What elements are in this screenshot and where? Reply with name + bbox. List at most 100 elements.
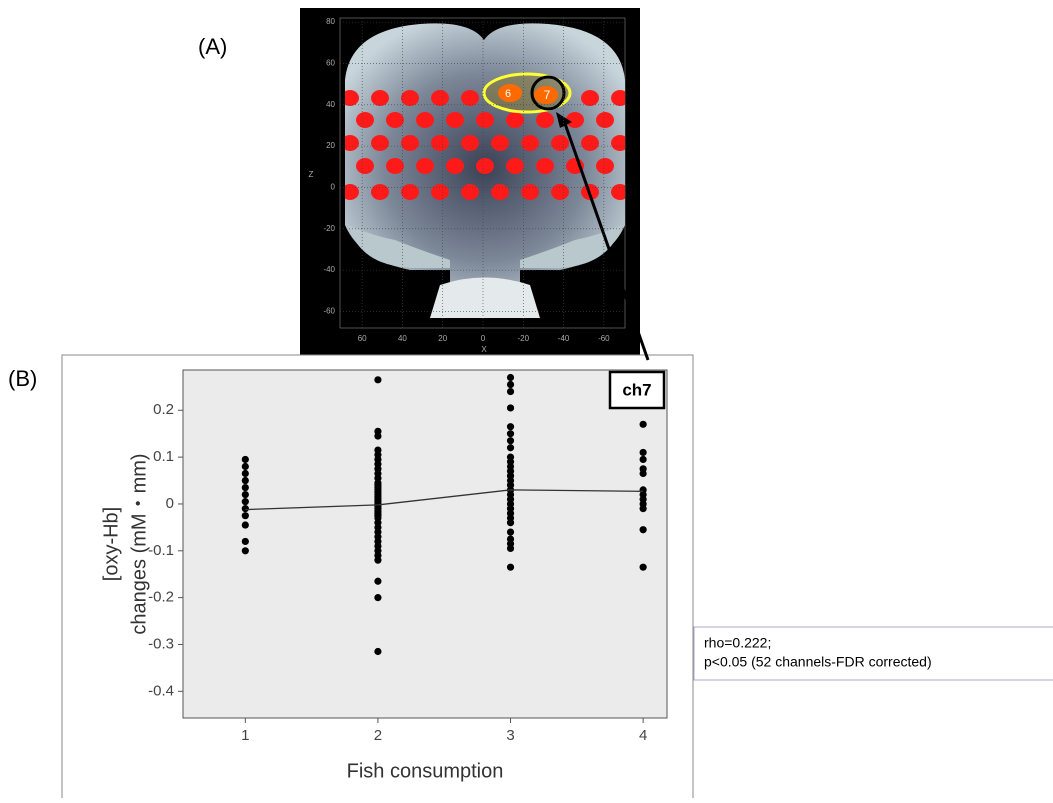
point [242,463,249,470]
brain-x-label: X [481,345,487,354]
annotation: p<0.05 (52 channels-FDR corrected) [704,654,932,670]
channel-dot [446,158,464,174]
panel-label: (B) [8,366,37,391]
chart-title: ch7 [622,380,651,399]
channel-dot [551,184,569,200]
y-tick-label: -0.1 [148,542,174,559]
channel-dot [581,135,599,151]
channel-dot [371,184,389,200]
point [242,470,249,477]
point [507,423,514,430]
brain-x-tick-label: -40 [558,334,570,343]
point [242,477,249,484]
brain-x-tick-label: 40 [398,334,407,343]
channel-dot [581,90,599,106]
channel-dot [431,90,449,106]
brain-z-tick-label: 20 [326,141,335,150]
channel-dot [536,158,554,174]
channel-dot [536,112,554,128]
channel-dot [491,184,509,200]
channel-dot [551,135,569,151]
point [640,421,647,428]
point [640,564,647,571]
point [640,505,647,512]
brain-z-tick-label: 40 [326,100,335,109]
channel-dot [431,184,449,200]
x-axis-label: Fish consumption [347,760,504,782]
point [507,545,514,552]
channel-dot [596,158,614,174]
brain-x-tick-label: -60 [598,334,610,343]
brain-x-tick-label: 20 [438,334,447,343]
point [242,484,249,491]
brain-x-tick-label: 0 [481,334,486,343]
point [507,564,514,571]
brain-z-tick-label: 60 [326,59,335,68]
channel-dot [386,158,404,174]
y-tick-label: -0.4 [148,682,174,699]
point [242,491,249,498]
brain-z-tick-label: 80 [326,17,335,26]
channel-dot [476,158,494,174]
channel-dot [371,135,389,151]
channel-dot [401,184,419,200]
point [374,432,381,439]
channel-dot [446,112,464,128]
point [374,648,381,655]
point [242,538,249,545]
channel-dot [461,184,479,200]
x-tick-label: 3 [506,727,514,744]
x-tick-label: 2 [374,727,382,744]
channel-dot [356,112,374,128]
panel-label: (A) [198,34,227,59]
channel-dot [506,158,524,174]
brain-x-tick-label: -20 [518,334,530,343]
point [640,470,647,477]
point [507,381,514,388]
brain-z-tick-label: 0 [331,183,336,192]
y-tick-label: 0 [166,495,174,512]
figure: (A) (B) 6 7 X Z 0.20.10-0.1-0.2-0.3-0.41… [0,0,1053,798]
channel-dot [386,112,404,128]
point [374,594,381,601]
channel-dot [461,135,479,151]
channel-dot [416,112,434,128]
point [242,521,249,528]
channel-dot [356,158,374,174]
brain-z-tick-label: -20 [323,224,335,233]
channel-dot [596,112,614,128]
brain-z-tick-label: -40 [323,265,335,274]
point [507,437,514,444]
channel-label: 7 [544,88,551,102]
point [507,374,514,381]
channel-label: 6 [505,88,511,100]
point [507,388,514,395]
point [242,547,249,554]
channel-dot [431,135,449,151]
point [242,456,249,463]
point [640,526,647,533]
point [242,498,249,505]
point [507,519,514,526]
y-tick-label: 0.1 [153,448,174,465]
channel-dot [401,90,419,106]
channel-dot [521,184,539,200]
x-tick-label: 1 [241,727,249,744]
plot-area [183,370,667,718]
point [374,578,381,585]
channel-dot [401,135,419,151]
point [374,557,381,564]
point [507,404,514,411]
channel-dot [461,90,479,106]
point [242,512,249,519]
channel-dot [506,112,524,128]
brain-z-label: Z [309,170,314,179]
point [507,430,514,437]
y-tick-label: 0.2 [153,401,174,418]
y-tick-label: -0.3 [148,635,174,652]
point [374,376,381,383]
channel-dot [371,90,389,106]
channel-dot [491,135,509,151]
point [242,505,249,512]
x-tick-label: 4 [639,727,647,744]
